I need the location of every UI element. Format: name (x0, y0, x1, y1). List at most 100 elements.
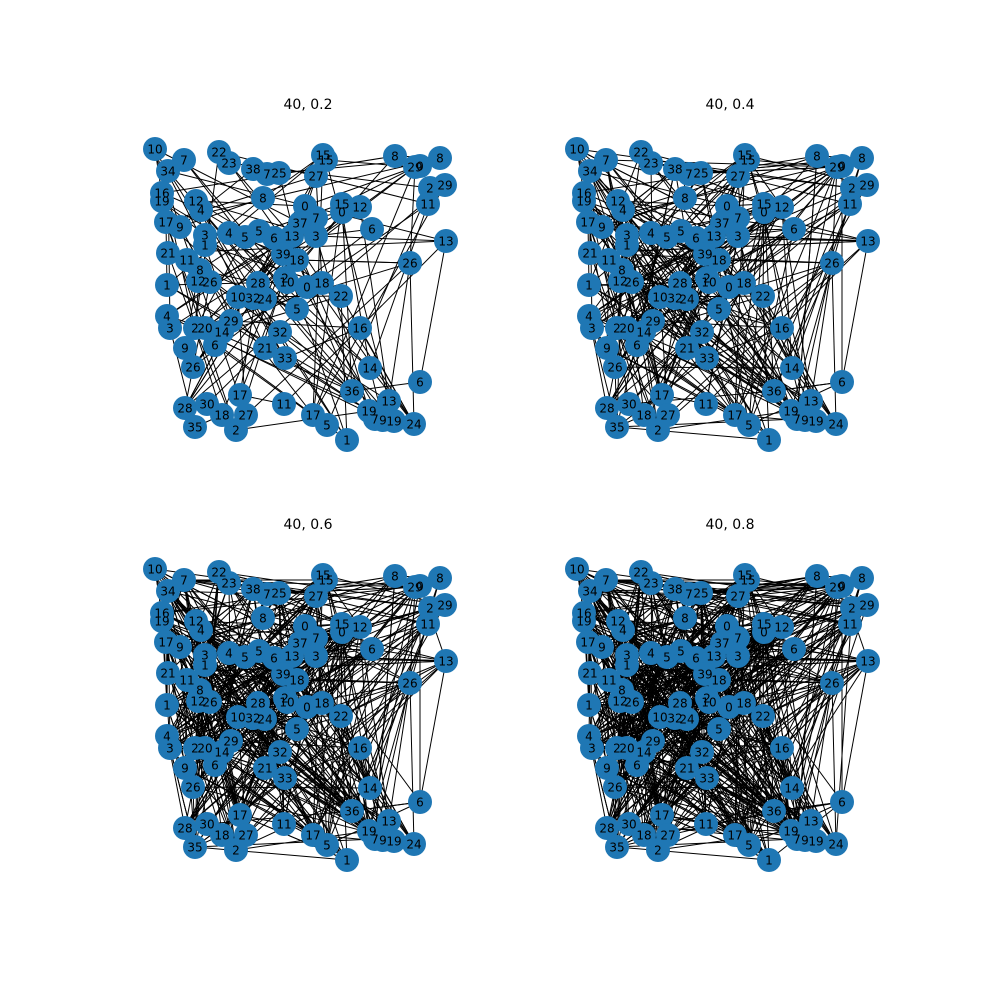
edge (763, 623, 837, 845)
node (217, 571, 241, 595)
node (673, 186, 697, 210)
node-label: 10 (279, 696, 294, 710)
node-label: 30 (199, 818, 214, 832)
edge (708, 623, 851, 703)
node-label: 13 (803, 395, 818, 409)
node-label: 19 (154, 615, 169, 629)
node-label: 26 (824, 677, 839, 691)
node (605, 415, 629, 439)
node (650, 383, 674, 407)
node (329, 704, 353, 728)
node-label: 21 (257, 762, 272, 776)
node (348, 195, 372, 219)
node (285, 248, 309, 272)
node-label: 21 (160, 247, 175, 261)
node-label: 0 (303, 281, 311, 295)
node-label: 7 (602, 154, 610, 168)
node-label: 4 (197, 624, 205, 638)
node (181, 355, 205, 379)
node (383, 144, 407, 168)
node (210, 403, 234, 427)
node-label: 32 (245, 712, 260, 726)
node-label: 27 (730, 590, 745, 604)
node (268, 320, 292, 344)
node-label: 6 (838, 796, 846, 810)
node-label: 38 (245, 583, 260, 597)
node-label: 38 (667, 583, 682, 597)
node-label: 4 (197, 204, 205, 218)
node (156, 661, 180, 685)
node-label: 13 (860, 655, 875, 669)
edge (841, 660, 869, 803)
node-label: 1 (765, 434, 773, 448)
node-label: 25 (693, 587, 708, 601)
node-label: 11 (698, 818, 713, 832)
node-label: 7 (793, 413, 801, 427)
node (824, 412, 848, 436)
node-label: 38 (245, 163, 260, 177)
node-label: 7 (263, 168, 271, 182)
node-label: 28 (599, 822, 614, 836)
node (330, 620, 354, 644)
edge (605, 159, 710, 283)
node-label: 24 (406, 418, 421, 432)
node (155, 693, 179, 717)
node-label: 2 (281, 272, 289, 286)
node-label: 4 (225, 227, 233, 241)
edge (167, 672, 196, 749)
node (358, 356, 382, 380)
node (689, 581, 713, 605)
node (428, 146, 452, 170)
node-label: 6 (270, 232, 278, 246)
node-label: 39 (275, 668, 290, 682)
edge (743, 631, 765, 704)
node (253, 756, 277, 780)
node-label: 26 (607, 781, 622, 795)
node-label: 18 (711, 254, 726, 268)
node-label: 3 (201, 649, 209, 663)
node-label: 6 (416, 376, 424, 390)
edge (194, 846, 348, 861)
node-label: 1 (765, 854, 773, 868)
node (639, 571, 663, 595)
node-label: 33 (699, 352, 714, 366)
node-label: 27 (238, 409, 253, 423)
node-label: 19 (576, 615, 591, 629)
node-label: 3 (201, 229, 209, 243)
node-label: 18 (289, 254, 304, 268)
node (193, 233, 217, 257)
node-label: 10 (701, 276, 716, 290)
node (780, 356, 804, 380)
node-label: 4 (647, 647, 655, 661)
node-label: 5 (323, 839, 331, 853)
node-label: 18 (736, 277, 751, 291)
node (694, 392, 718, 416)
node-label: 23 (643, 577, 658, 591)
node (578, 241, 602, 265)
node (348, 316, 372, 340)
node (726, 224, 750, 248)
node-label: 16 (154, 187, 169, 201)
node-label: 12 (190, 695, 205, 709)
node-label: 39 (275, 248, 290, 262)
node-label: 26 (402, 677, 417, 691)
node (615, 233, 639, 257)
node (315, 413, 339, 437)
node (595, 336, 619, 360)
node-label: 2 (281, 692, 289, 706)
node-label: 1 (623, 239, 631, 253)
node (856, 229, 880, 253)
node-label: 10 (147, 143, 162, 157)
edge (326, 626, 361, 846)
panel-title: 40, 0.4 (706, 97, 755, 113)
node-label: 11 (601, 254, 616, 268)
node-label: 19 (361, 405, 376, 419)
node-label: 5 (293, 303, 301, 317)
node-label: 2 (848, 182, 856, 196)
edge (688, 593, 843, 803)
node (253, 336, 277, 360)
node-label: 29 (223, 315, 238, 329)
node (402, 832, 426, 856)
